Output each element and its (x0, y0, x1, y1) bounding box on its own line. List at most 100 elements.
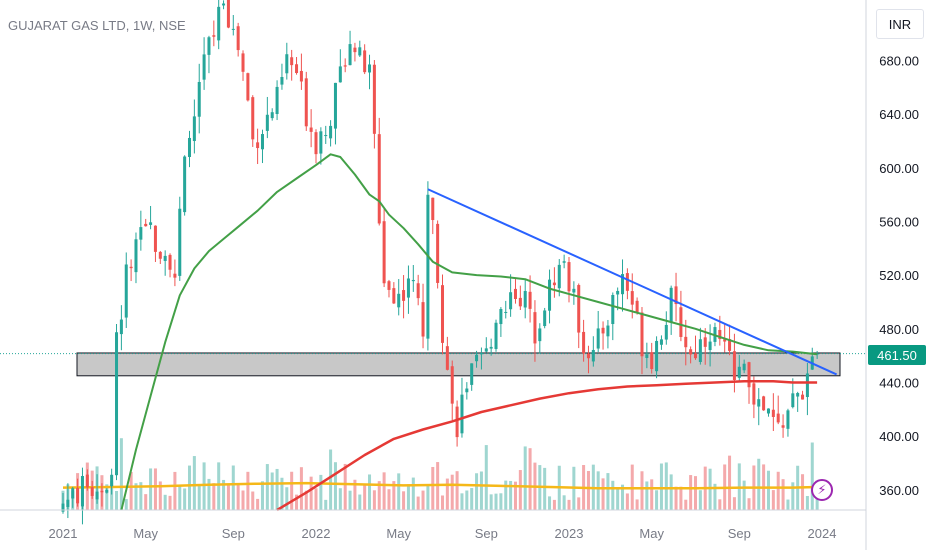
volume-bar (679, 486, 683, 510)
volume-bar (431, 466, 435, 510)
volume-bar (562, 495, 566, 510)
candle-body (295, 64, 299, 74)
y-tick-label: 520.00 (879, 268, 919, 283)
candle-body (528, 291, 532, 309)
candle-body (178, 208, 182, 276)
volume-bar (129, 471, 133, 510)
candle-body (664, 324, 668, 340)
moving-average-green (120, 153, 818, 511)
volume-bar (543, 467, 547, 510)
x-tick-label: May (639, 526, 664, 541)
volume-bar (246, 471, 250, 510)
candle-body (440, 285, 445, 343)
volume-bar (606, 473, 610, 510)
candle-body (387, 281, 391, 290)
volume-bar (450, 474, 454, 510)
candle-body (226, 0, 230, 28)
trendline-layer (427, 188, 838, 376)
candle-body (275, 86, 279, 115)
lightning-icon[interactable]: ⚡ (811, 479, 833, 501)
candle-body (115, 332, 119, 476)
volume-bar (416, 496, 420, 510)
y-tick-label: 640.00 (879, 107, 919, 122)
candle-body (309, 127, 313, 132)
volume-bar (265, 464, 269, 510)
x-tick-label: Sep (475, 526, 498, 541)
volume-bar (382, 472, 386, 510)
volume-bar (611, 480, 615, 510)
candle-body (523, 290, 527, 308)
candle-body (406, 278, 410, 298)
volume-bar (426, 484, 430, 510)
candle-body (552, 282, 556, 286)
x-tick-label: Sep (222, 526, 245, 541)
candle-body (431, 197, 435, 221)
y-tick-label: 560.00 (879, 214, 919, 229)
volume-bar (698, 490, 702, 510)
candle-body (747, 362, 751, 388)
candle-body (577, 285, 581, 333)
candle-body (762, 396, 766, 411)
candle-body (567, 262, 571, 292)
candle-body (139, 227, 143, 240)
candle-body (611, 294, 615, 325)
volume-bar (640, 471, 644, 510)
volume-bar (372, 490, 376, 510)
volume-bar (684, 499, 688, 510)
candle-body (494, 322, 498, 349)
candle-body (684, 336, 688, 348)
candle-body (640, 312, 644, 357)
x-tick-label: May (133, 526, 158, 541)
candle-body (786, 410, 790, 429)
volume-bar (158, 481, 162, 510)
y-tick-label: 400.00 (879, 429, 919, 444)
candle-body (538, 328, 542, 342)
candle-body (421, 302, 425, 337)
volume-bar (465, 490, 469, 510)
candle-body (348, 44, 352, 66)
y-tick-label: 680.00 (879, 53, 919, 68)
volume-bar (144, 494, 148, 510)
candle-body (358, 47, 362, 56)
candle-body (659, 339, 663, 345)
candle-body (285, 54, 289, 74)
volume-bar (766, 470, 770, 510)
candle-body (703, 337, 707, 347)
candle-body (217, 6, 221, 41)
currency-selector[interactable]: INR (876, 9, 924, 39)
candle-body (718, 329, 722, 340)
candle-body (445, 346, 449, 370)
candle-body (149, 222, 153, 225)
volume-bar (343, 463, 347, 510)
volume-bar (348, 490, 352, 510)
candle-body (100, 490, 104, 493)
candle-body (616, 290, 620, 295)
volume-bar (397, 473, 401, 510)
descending-trendline (427, 188, 838, 376)
volume-bar (324, 499, 328, 510)
candle-body (557, 264, 561, 289)
volume-bar (290, 471, 294, 510)
volume-bar (460, 493, 464, 510)
x-tick-label: 2022 (302, 526, 331, 541)
candle-body (766, 408, 770, 414)
candle-body (460, 394, 464, 434)
volume-bar (295, 494, 299, 510)
volume-bar (669, 474, 673, 510)
volume-bar (134, 483, 138, 510)
candles-layer (61, 0, 819, 525)
candle-body (197, 81, 201, 117)
volume-bar (275, 468, 279, 510)
volume-bar (368, 474, 372, 510)
candle-body (450, 366, 454, 404)
candle-body (732, 351, 736, 381)
candle-body (158, 251, 162, 259)
volume-bar (212, 483, 216, 510)
candle-body (776, 413, 780, 423)
candle-body (572, 288, 576, 293)
candle-body (343, 65, 347, 67)
candle-body (416, 283, 420, 299)
candle-body (679, 307, 683, 337)
volume-bar (270, 472, 274, 510)
